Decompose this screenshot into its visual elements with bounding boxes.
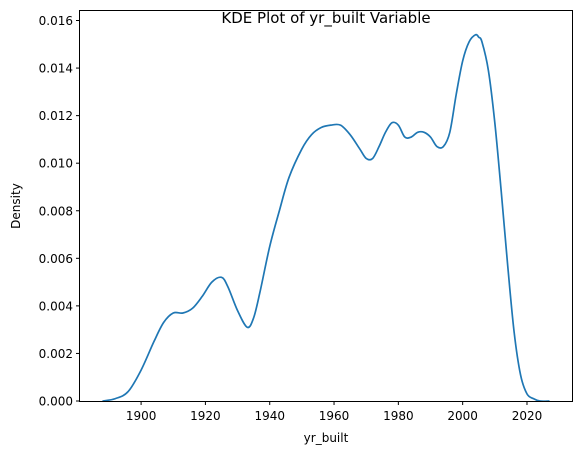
y-tick-label: 0.000 [39, 395, 73, 409]
plot-frame [79, 10, 573, 402]
chart-title: KDE Plot of yr_built Variable [221, 9, 430, 28]
y-tick-label: 0.016 [39, 14, 73, 28]
x-tick-label: 1940 [254, 409, 285, 423]
x-axis-label: yr_built [304, 431, 349, 445]
x-tick-label: 2020 [512, 409, 543, 423]
x-tick-label: 2000 [447, 409, 478, 423]
x-tick-label: 1920 [190, 409, 221, 423]
kde-density-line-0 [102, 33, 550, 403]
y-tick-label: 0.010 [39, 157, 73, 171]
y-tick-label: 0.014 [39, 62, 73, 76]
y-tick-label: 0.002 [39, 347, 73, 361]
series-layer [102, 33, 550, 403]
y-tick-label: 0.012 [39, 109, 73, 123]
x-tick-label: 1900 [126, 409, 157, 423]
ticks-layer: 1900 1920 1940 1960 1980 2000 2020 0.000 0.002 0.… [39, 14, 543, 423]
x-tick-label: 1980 [383, 409, 414, 423]
x-tick-label: 1960 [319, 409, 350, 423]
y-axis-label: Density [9, 183, 23, 229]
y-tick-label: 0.006 [39, 252, 73, 266]
y-tick-label: 0.008 [39, 204, 73, 218]
y-tick-label: 0.004 [39, 299, 73, 313]
